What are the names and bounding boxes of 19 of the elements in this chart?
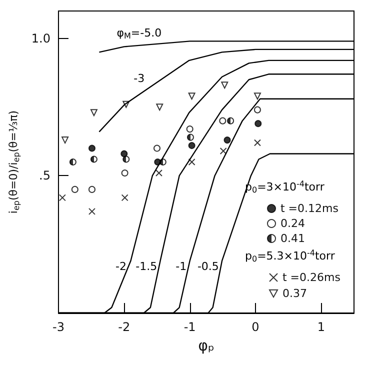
series-label: -2 <box>116 260 126 273</box>
legend-label: t =0.12ms <box>280 202 339 215</box>
legend-label: 0.41 <box>280 232 305 245</box>
legend-label: t =0.26ms <box>282 271 341 284</box>
legend-label: 0.24 <box>280 217 305 230</box>
x-tick-label: 1 <box>317 320 325 334</box>
series-label: -1.5 <box>136 260 158 273</box>
legend-label: 0.37 <box>282 287 307 300</box>
series-label: -3 <box>134 72 145 85</box>
x-tick-label: -1 <box>184 320 196 334</box>
y-tick-label: .5 <box>39 168 50 183</box>
y-axis-title: iep(θ=0)/iep(θ=⅓π) <box>7 110 21 214</box>
x-tick-label: -2 <box>118 320 130 334</box>
y-tick-label: 1.0 <box>31 31 50 46</box>
series-label: -1 <box>176 260 187 273</box>
x-axis-title: φₚ <box>198 336 214 354</box>
x-tick-label: -3 <box>52 320 64 334</box>
x-tick-label: 0 <box>252 320 260 334</box>
series-label: -0.5 <box>197 260 219 273</box>
